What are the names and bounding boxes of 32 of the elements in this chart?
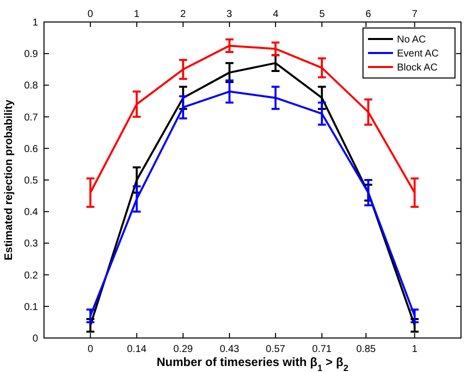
legend-label: Event AC [397, 48, 439, 60]
y-tick-label: 0.1 [24, 302, 38, 313]
x2-tick-label: 6 [366, 9, 372, 20]
y-tick-label: 1 [32, 18, 38, 28]
legend-label: No AC [397, 34, 426, 46]
x-tick-label: 0.43 [220, 344, 240, 355]
x-tick-label: 1 [412, 344, 418, 355]
x-axis-title: Number of timeseries with β$_{1}$ > β$_{2}$ [156, 355, 348, 372]
x2-tick-label: 1 [134, 9, 140, 20]
y-tick-label: 0 [32, 334, 38, 344]
x-tick-label: 0.57 [266, 344, 286, 355]
x2-tick-label: 0 [88, 9, 94, 20]
x-tick-label: 0.71 [312, 344, 332, 355]
y-tick-label: 0.8 [24, 80, 38, 92]
y-tick-label: 0.7 [24, 112, 38, 124]
y-tick-label: 0.3 [24, 238, 38, 250]
x2-tick-label: 2 [180, 9, 186, 20]
y-tick-label: 0.9 [24, 49, 38, 60]
x-tick-label: 0 [88, 344, 94, 355]
x2-tick-label: 3 [226, 9, 233, 20]
x-tick-label: 0.29 [173, 344, 194, 355]
y-axis-title: Estimated rejection probability [3, 98, 15, 260]
y-tick-label: 0.2 [24, 270, 38, 282]
x2-tick-label: 4 [272, 9, 279, 20]
x-tick-label: 0.85 [356, 344, 376, 355]
x2-tick-label: 5 [319, 9, 326, 20]
legend-label: Block AC [397, 62, 438, 74]
x2-tick-label: 7 [412, 9, 418, 20]
y-tick-label: 0.6 [24, 144, 38, 155]
y-tick-label: 0.4 [24, 207, 38, 218]
y-tick-label: 0.5 [24, 176, 38, 186]
x-tick-label: 0.14 [127, 344, 147, 355]
